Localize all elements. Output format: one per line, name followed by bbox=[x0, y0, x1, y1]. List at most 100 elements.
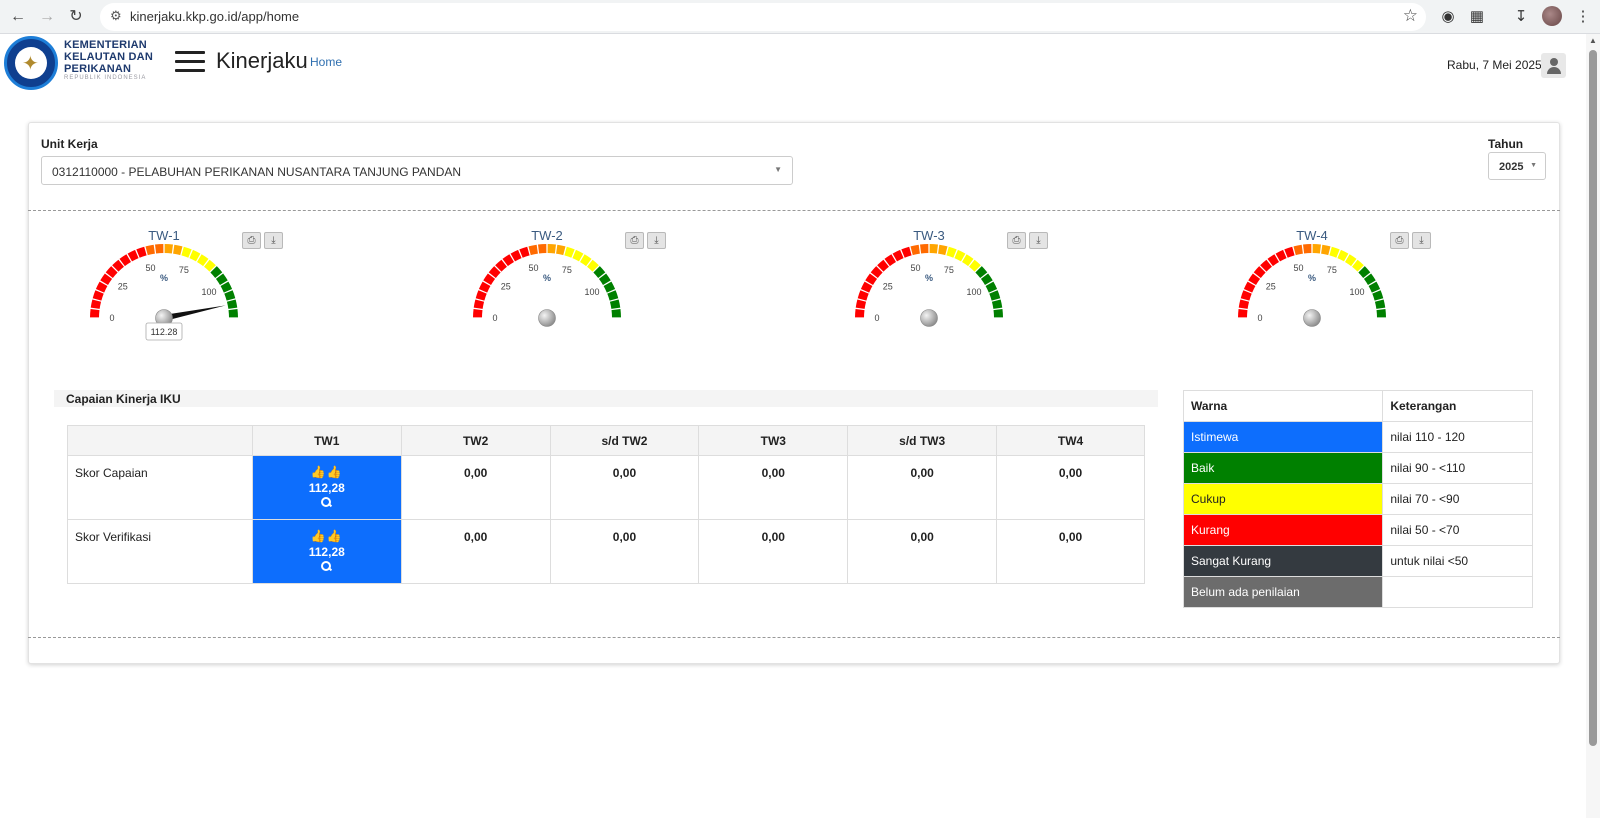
print-icon[interactable]: ⎙ bbox=[625, 232, 644, 249]
legend-description: untuk nilai <50 bbox=[1382, 545, 1533, 577]
download-icon[interactable]: ⤓ bbox=[647, 232, 666, 249]
color-legend-table: Warna Keterangan Istimewa nilai 110 - 12… bbox=[1182, 390, 1533, 608]
gauge-svg: TW-4% 0 25 50 75 100 bbox=[1238, 228, 1386, 327]
gauge-tick-label: 100 bbox=[967, 287, 982, 297]
gauge-band-segment bbox=[1240, 290, 1252, 301]
gauge-band-segment bbox=[189, 249, 201, 262]
gauge-tick-label: 25 bbox=[118, 281, 128, 291]
gauge-band-segment bbox=[1376, 309, 1386, 318]
download-icon[interactable]: ⤓ bbox=[264, 232, 283, 249]
download-icon[interactable]: ⤓ bbox=[1029, 232, 1048, 249]
score-value: 0,00 bbox=[698, 455, 849, 520]
gauge-tick-label: 0 bbox=[109, 313, 114, 323]
gauge-band-segment bbox=[1260, 259, 1272, 272]
section-heading: Capaian Kinerja IKU bbox=[54, 390, 1158, 407]
url-text: kinerjaku.kkp.go.id/app/home bbox=[130, 9, 300, 24]
gauge-band-segment bbox=[181, 246, 192, 258]
bookmark-star-icon[interactable]: ☆ bbox=[1402, 6, 1418, 25]
gauge-svg: TW-3% 0 25 50 75 100 bbox=[855, 228, 1003, 327]
gauge-band-segment bbox=[598, 273, 611, 285]
gauge-band-segment bbox=[204, 259, 216, 272]
site-settings-icon[interactable]: ⚙ bbox=[110, 8, 122, 23]
forward-icon[interactable]: → bbox=[39, 8, 55, 25]
unit-kerja-label: Unit Kerja bbox=[41, 137, 98, 151]
search-icon[interactable] bbox=[253, 496, 401, 512]
gauge-band-segment bbox=[519, 246, 530, 258]
gauge-band-segment bbox=[1303, 244, 1312, 254]
gauge-hub bbox=[920, 309, 938, 327]
puzzle-icon[interactable]: ▦ bbox=[1469, 8, 1485, 25]
gauge-tw2: TW-2% 0 25 50 75 100 ⎙ ⤓ bbox=[443, 228, 683, 358]
gauge-band-segment bbox=[975, 266, 988, 278]
unit-kerja-select[interactable]: 0312110000 - PELABUHAN PERIKANAN NUSANTA… bbox=[41, 156, 793, 185]
download-icon[interactable]: ⤓ bbox=[1412, 232, 1431, 249]
current-date: Rabu, 7 Mei 2025 bbox=[1447, 58, 1542, 72]
back-icon[interactable]: ← bbox=[10, 8, 26, 25]
gauge-band-segment bbox=[1243, 281, 1256, 293]
gauge-band-segment bbox=[528, 244, 538, 256]
divider bbox=[28, 637, 1560, 638]
address-bar[interactable]: ⚙ kinerjaku.kkp.go.id/app/home ☆ bbox=[100, 3, 1426, 31]
gauge-band-segment bbox=[1337, 249, 1349, 262]
tw1-score-cell: 👍👍 112,28 bbox=[251, 455, 402, 520]
kkp-logo[interactable]: ✦ bbox=[4, 36, 58, 90]
legend-description: nilai 90 - <110 bbox=[1382, 452, 1533, 484]
gauge-band-segment bbox=[1267, 254, 1279, 267]
gauge-band-segment bbox=[1275, 249, 1287, 262]
gauge-band-segment bbox=[857, 290, 869, 301]
user-icon[interactable] bbox=[1541, 53, 1566, 78]
gauge-band-segment bbox=[173, 244, 183, 256]
gauge-band-segment bbox=[1363, 273, 1376, 285]
reload-icon[interactable]: ↻ bbox=[69, 8, 83, 25]
legend-description: nilai 70 - <90 bbox=[1382, 483, 1533, 515]
home-link[interactable]: Home bbox=[310, 55, 343, 69]
legend-color-label: Baik bbox=[1182, 452, 1384, 484]
gauge-band-segment bbox=[580, 254, 592, 267]
gauge-band-segment bbox=[1329, 246, 1340, 258]
profile-avatar[interactable] bbox=[1542, 6, 1562, 26]
gauge-needle bbox=[163, 305, 226, 321]
legend-row: Sangat Kurang untuk nilai <50 bbox=[1182, 545, 1533, 577]
search-icon[interactable] bbox=[253, 560, 401, 576]
gauge-band-segment bbox=[962, 254, 974, 267]
gauge-band-segment bbox=[593, 266, 606, 278]
column-header: TW3 bbox=[698, 425, 849, 456]
score-value: 0,00 bbox=[996, 519, 1145, 584]
tahun-select[interactable]: 2025 ▼ bbox=[1488, 152, 1546, 180]
gauge-band-segment bbox=[609, 299, 621, 309]
scroll-up-arrow-icon[interactable]: ▲ bbox=[1589, 36, 1597, 45]
print-icon[interactable]: ⎙ bbox=[1007, 232, 1026, 249]
divider bbox=[28, 210, 1560, 211]
print-icon[interactable]: ⎙ bbox=[242, 232, 261, 249]
hamburger-menu-icon[interactable] bbox=[175, 51, 205, 73]
app-title: Kinerjaku bbox=[216, 48, 308, 73]
download-icon[interactable]: ↧ bbox=[1514, 8, 1528, 25]
score-value: 0,00 bbox=[400, 519, 551, 584]
table-header-row: TW1 TW2 s/d TW2 TW3 s/d TW3 TW4 bbox=[67, 425, 1145, 456]
gauge-svg: TW-2% 0 25 50 75 100 bbox=[473, 228, 621, 327]
tahun-label: Tahun bbox=[1488, 137, 1524, 151]
score-value: 0,00 bbox=[996, 455, 1145, 520]
menu-dots-icon[interactable]: ⋮ bbox=[1575, 8, 1591, 25]
column-header: TW2 bbox=[400, 425, 551, 456]
gauge-band-segment bbox=[155, 244, 164, 254]
print-icon[interactable]: ⎙ bbox=[1390, 232, 1409, 249]
gauge-band-segment bbox=[90, 309, 100, 318]
gauge-tick-label: 75 bbox=[179, 265, 189, 275]
gauge-band-segment bbox=[1374, 299, 1386, 309]
gauge-band-segment bbox=[136, 246, 147, 258]
table-row: Skor Verifikasi 👍👍 112,28 0,00 0,00 0,00… bbox=[67, 519, 1145, 584]
gauge-band-segment bbox=[901, 246, 912, 258]
browser-toolbar: ← → ↻ ⚙ kinerjaku.kkp.go.id/app/home ☆ ◉… bbox=[0, 0, 1600, 34]
gauge-band-segment bbox=[877, 259, 889, 272]
gauge-hub bbox=[538, 309, 556, 327]
column-header: s/d TW2 bbox=[549, 425, 700, 456]
extension-icon[interactable]: ◉ bbox=[1441, 8, 1455, 25]
gauge-tick-label: 75 bbox=[562, 265, 572, 275]
gauge-unit: % bbox=[1308, 273, 1316, 283]
chevron-down-icon: ▼ bbox=[1530, 162, 1537, 169]
gauge-band-segment bbox=[224, 290, 236, 301]
column-header: TW1 bbox=[251, 425, 402, 456]
gauge-tick-label: 75 bbox=[1327, 265, 1337, 275]
scrollbar-thumb[interactable] bbox=[1589, 50, 1597, 746]
